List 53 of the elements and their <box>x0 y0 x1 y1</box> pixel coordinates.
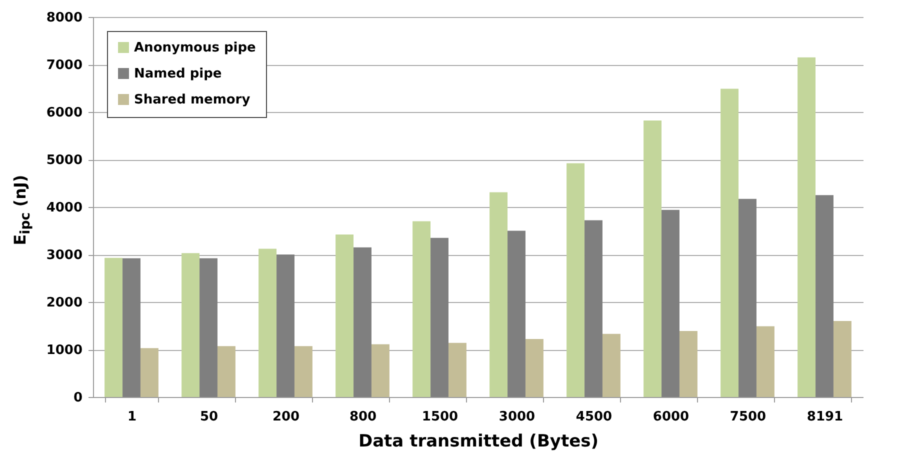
bar <box>662 210 680 397</box>
x-tick-label: 1500 <box>422 410 458 424</box>
bar <box>200 258 218 397</box>
y-tick-label: 3000 <box>46 248 82 263</box>
bar <box>816 195 834 397</box>
bar <box>140 348 158 397</box>
bar <box>756 326 774 397</box>
y-tick-label: 0 <box>73 390 82 406</box>
y-tick-label: 2000 <box>46 296 82 310</box>
bar <box>182 253 200 397</box>
x-tick-label: 6000 <box>652 410 690 424</box>
bar <box>258 248 277 397</box>
bar <box>217 346 236 397</box>
bar <box>448 342 466 397</box>
x-tick-label: 4500 <box>576 410 612 424</box>
bar <box>294 346 312 397</box>
bar <box>122 258 140 397</box>
x-tick-label: 7500 <box>730 410 766 424</box>
bar <box>276 254 294 397</box>
y-tick-label: 5000 <box>46 153 82 168</box>
bar <box>720 88 739 397</box>
bar <box>508 230 526 397</box>
bar <box>430 238 448 397</box>
y-tick-label: 6000 <box>46 106 82 120</box>
x-axis-title: Data transmitted (Bytes) <box>358 432 599 452</box>
x-tick-label: 1 <box>127 410 137 424</box>
y-tick-label: 8000 <box>46 10 82 26</box>
x-tick-label: 50 <box>200 410 218 424</box>
bar <box>566 163 585 397</box>
bar <box>738 198 756 397</box>
bar <box>525 339 544 397</box>
x-tick-label: 8191 <box>806 410 844 424</box>
y-tick-label: 4000 <box>46 200 82 216</box>
y-tick-label: 7000 <box>46 58 82 73</box>
x-tick-label: 800 <box>349 410 377 424</box>
bar <box>584 220 602 397</box>
bar <box>104 258 123 397</box>
y-tick-label: 1000 <box>46 343 82 358</box>
bar <box>490 192 508 397</box>
bar <box>833 321 852 397</box>
bar <box>679 330 698 397</box>
bar <box>354 247 372 397</box>
x-tick-label: 200 <box>272 410 300 424</box>
bar <box>602 334 620 397</box>
legend-label: Named pipe <box>134 66 222 82</box>
bar <box>798 57 816 397</box>
bar <box>412 221 431 397</box>
bar <box>336 234 354 397</box>
legend-label: Anonymous pipe <box>134 40 256 56</box>
bar <box>644 120 662 397</box>
legend-label: Shared memory <box>134 92 251 108</box>
x-tick-label: 3000 <box>498 410 536 424</box>
bar <box>371 344 390 397</box>
